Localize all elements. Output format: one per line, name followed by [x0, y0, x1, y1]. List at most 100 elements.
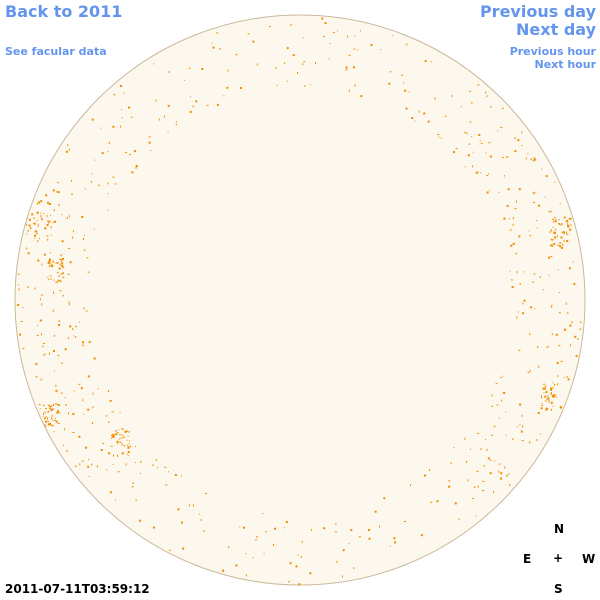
facula — [542, 387, 545, 390]
facular-link[interactable]: See facular data — [5, 45, 107, 58]
facula — [87, 271, 90, 273]
facula — [569, 224, 572, 226]
facula — [506, 204, 509, 207]
facula — [37, 226, 39, 227]
facula — [84, 188, 86, 190]
facula — [44, 420, 47, 423]
facula — [42, 404, 45, 406]
facula — [268, 26, 271, 28]
facula — [28, 218, 31, 221]
facula — [551, 239, 554, 241]
facula — [26, 233, 28, 235]
facula — [180, 521, 183, 524]
facula — [53, 209, 55, 212]
facula — [557, 375, 559, 378]
facula — [423, 112, 426, 115]
facula — [548, 256, 551, 259]
facula — [475, 515, 477, 517]
facula — [501, 157, 504, 159]
facula — [62, 295, 65, 297]
facula — [192, 105, 194, 108]
facula — [57, 262, 59, 265]
facula — [127, 451, 130, 453]
facula — [53, 431, 55, 433]
facula — [65, 150, 68, 153]
facula — [72, 236, 74, 239]
facula — [91, 118, 94, 121]
facula — [573, 283, 576, 286]
facula — [342, 549, 345, 552]
facula — [73, 390, 75, 392]
facula — [107, 150, 109, 152]
facula — [519, 424, 521, 426]
facula — [566, 231, 568, 234]
facula — [500, 477, 502, 480]
facula — [83, 249, 86, 251]
facula — [551, 387, 554, 389]
facula — [26, 247, 28, 250]
facula — [286, 80, 288, 82]
facula — [541, 402, 543, 404]
facula — [117, 471, 120, 473]
facula — [498, 470, 500, 473]
next-day-link[interactable]: Next day — [516, 20, 596, 39]
facula — [553, 232, 556, 234]
facula — [511, 286, 514, 288]
facula — [36, 220, 38, 221]
facula — [411, 117, 414, 120]
compass-south: S — [554, 582, 563, 596]
facula — [558, 312, 561, 314]
facula — [489, 459, 492, 461]
facula — [131, 486, 134, 488]
facula — [91, 173, 93, 175]
next-hour-link[interactable]: Next hour — [534, 58, 597, 71]
facula — [472, 497, 475, 499]
facula — [474, 486, 476, 489]
facula — [566, 239, 569, 242]
facula — [559, 203, 561, 205]
facula — [335, 522, 337, 525]
facula — [43, 213, 45, 215]
facula — [58, 267, 61, 270]
facula — [135, 499, 137, 502]
facula — [575, 355, 578, 357]
facula — [538, 365, 540, 368]
facula — [410, 484, 411, 487]
facula — [567, 378, 570, 381]
facula — [540, 407, 543, 410]
facula — [55, 412, 58, 414]
facula — [544, 400, 546, 402]
facula — [478, 134, 481, 136]
facula — [551, 333, 553, 336]
facula — [323, 35, 325, 37]
facula — [53, 370, 55, 372]
facula — [91, 422, 93, 424]
facula — [303, 85, 306, 87]
facula — [353, 567, 355, 570]
facula — [44, 408, 47, 410]
facula — [39, 298, 41, 301]
previous-hour-link[interactable]: Previous hour — [509, 45, 596, 58]
facula — [26, 223, 28, 226]
facula — [438, 136, 440, 138]
facula — [580, 321, 582, 324]
facula — [135, 167, 138, 169]
facula — [204, 493, 207, 494]
facula — [408, 91, 410, 93]
facula — [39, 408, 41, 410]
facula — [302, 37, 304, 39]
facula — [57, 423, 60, 424]
facula — [152, 464, 155, 466]
facula — [40, 378, 42, 381]
facula — [479, 139, 481, 141]
facula — [52, 221, 54, 223]
previous-day-link[interactable]: Previous day — [479, 2, 596, 21]
facula — [100, 449, 103, 452]
facula — [537, 412, 540, 414]
facula — [57, 410, 59, 413]
back-link[interactable]: Back to 2011 — [5, 2, 123, 21]
facula — [82, 399, 84, 402]
facula — [111, 435, 113, 438]
facula — [301, 540, 303, 543]
